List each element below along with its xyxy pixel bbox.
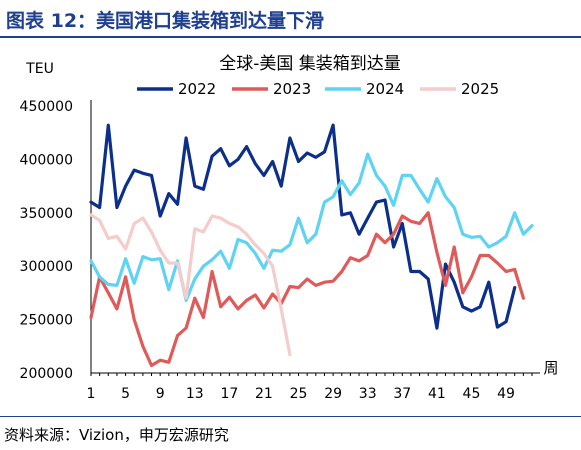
source-note: 资料来源：Vizion，申万宏源研究 bbox=[4, 426, 229, 444]
x-tick-label: 17 bbox=[220, 386, 238, 402]
y-tick-label: 350000 bbox=[20, 206, 73, 222]
x-tick-label: 5 bbox=[121, 386, 130, 402]
x-tick-label: 33 bbox=[359, 386, 377, 402]
x-axis-label: 周 bbox=[543, 359, 558, 377]
legend-label-2023: 2023 bbox=[273, 80, 311, 98]
x-axis: 1 5 9 13 17 21 25 29 33 37 41 45 49 bbox=[87, 372, 540, 402]
x-tick-label: 25 bbox=[290, 386, 308, 402]
x-tick-label: 41 bbox=[428, 386, 446, 402]
figure-title: 图表 12：美国港口集装箱到达量下滑 bbox=[6, 10, 325, 32]
x-tick-label: 49 bbox=[497, 386, 515, 402]
x-tick-label: 37 bbox=[393, 386, 411, 402]
y-tick-label: 300000 bbox=[20, 259, 73, 275]
x-tick-label: 13 bbox=[186, 386, 204, 402]
y-tick-label: 450000 bbox=[20, 99, 73, 115]
y-axis-label: TEU bbox=[25, 61, 54, 77]
figure-header: 图表 12：美国港口集装箱到达量下滑 bbox=[0, 0, 581, 40]
y-tick-label: 250000 bbox=[20, 313, 73, 329]
legend: 2022 2023 2024 2025 bbox=[137, 80, 499, 98]
plot-area bbox=[89, 123, 534, 368]
x-tick-label: 9 bbox=[156, 386, 165, 402]
legend-label-2022: 2022 bbox=[178, 80, 216, 98]
series-line-2024 bbox=[89, 152, 534, 302]
y-tick-label: 200000 bbox=[20, 366, 73, 382]
series-line-2023 bbox=[89, 211, 526, 368]
source-rule bbox=[0, 416, 581, 417]
legend-label-2024: 2024 bbox=[366, 80, 404, 98]
x-tick-label: 21 bbox=[255, 386, 273, 402]
legend-label-2025: 2025 bbox=[461, 80, 499, 98]
line-chart: 全球-美国 集装箱到达量 TEU 周 2022 2023 2024 2025 2000… bbox=[20, 54, 559, 402]
series-line-2025 bbox=[89, 213, 292, 357]
title-rule bbox=[0, 36, 581, 38]
x-tick-label: 1 bbox=[87, 386, 96, 402]
chart-title: 全球-美国 集装箱到达量 bbox=[219, 54, 401, 74]
y-axis: 200000 250000 300000 350000 400000 450000 bbox=[20, 99, 92, 382]
x-tick-label: 45 bbox=[463, 386, 481, 402]
x-tick-label: 29 bbox=[324, 386, 342, 402]
y-tick-label: 400000 bbox=[20, 152, 73, 168]
